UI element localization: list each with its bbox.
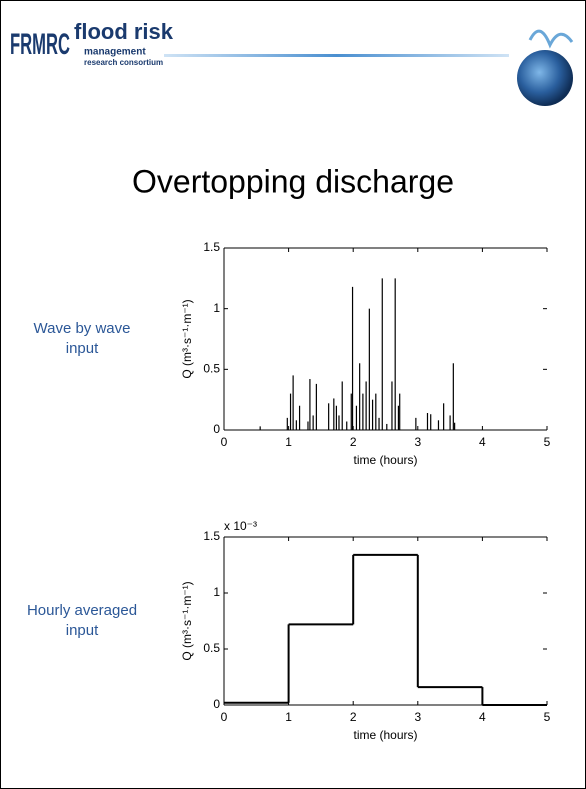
y-axis-label: Q (m³·s⁻¹·m⁻¹)	[180, 299, 194, 378]
side-label: Wave by wave input	[34, 320, 131, 357]
x-tick-label: 4	[479, 710, 486, 724]
x-tick-label: 3	[414, 710, 421, 724]
x-axis-label: time (hours)	[353, 453, 417, 467]
splash-icon	[528, 29, 574, 49]
x-tick-label: 2	[350, 710, 357, 724]
y-tick-label: 1	[213, 301, 220, 315]
x-tick-label: 3	[414, 435, 421, 449]
y-tick-label: 0.5	[203, 362, 220, 376]
y-axis-label: Q (m³·s⁻¹·m⁻¹)	[180, 581, 194, 660]
x-tick-label: 0	[221, 710, 228, 724]
header-rule	[164, 54, 509, 57]
slide-title: Overtopping discharge	[132, 163, 454, 199]
x-tick-label: 5	[544, 435, 551, 449]
x-axis-label: time (hours)	[353, 728, 417, 742]
x-tick-label: 5	[544, 710, 551, 724]
logo-acronym: FRMRC	[10, 28, 70, 61]
y-tick-label: 0.5	[203, 641, 220, 655]
y-tick-label: 0	[213, 422, 220, 436]
x-tick-label: 0	[221, 435, 228, 449]
x-tick-label: 1	[285, 710, 292, 724]
logo-line: management	[84, 47, 146, 58]
side-label: Hourly averaged input	[27, 602, 137, 639]
y-tick-label: 1.5	[203, 529, 220, 543]
x-tick-label: 1	[285, 435, 292, 449]
logo-name: flood risk	[74, 19, 174, 44]
axis-multiplier: x 10⁻³	[224, 519, 257, 533]
x-tick-label: 2	[350, 435, 357, 449]
logo: FRMRC flood risk management research con…	[10, 19, 574, 106]
logo-line: research consortium	[84, 58, 163, 67]
y-tick-label: 0	[213, 697, 220, 711]
x-tick-label: 4	[479, 435, 486, 449]
y-tick-label: 1	[213, 585, 220, 599]
globe-icon	[517, 50, 573, 106]
y-tick-label: 1.5	[203, 240, 220, 254]
